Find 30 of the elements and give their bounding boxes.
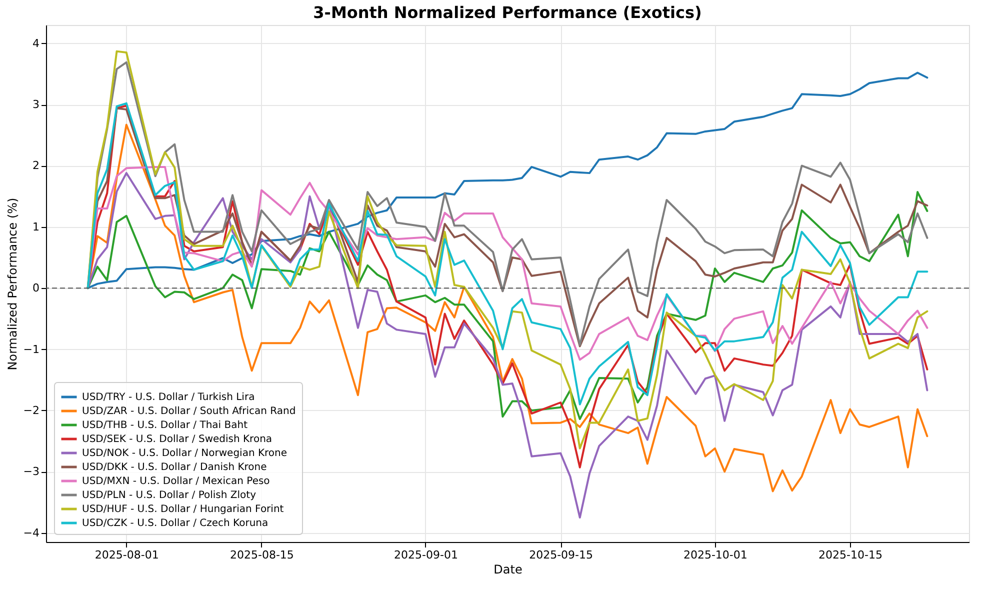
x-tick-label: 2025-09-15 <box>529 548 594 562</box>
x-axis-title: Date <box>494 562 522 576</box>
legend-label: USD/NOK - U.S. Dollar / Norwegian Krone <box>82 448 288 459</box>
legend-label: USD/SEK - U.S. Dollar / Swedish Krona <box>82 434 272 445</box>
y-axis-title: Normalized Performance (%) <box>5 198 20 370</box>
y-tick-label: −3 <box>23 465 40 478</box>
line-series <box>86 72 928 290</box>
x-tick-label: 2025-08-15 <box>230 548 294 562</box>
y-tick-label: −2 <box>23 404 40 417</box>
x-tick-label: 2025-10-01 <box>683 548 748 562</box>
x-tick-label: 2025-09-01 <box>394 548 458 562</box>
line-series <box>86 166 928 361</box>
legend-label: USD/DKK - U.S. Dollar / Danish Krone <box>82 462 267 473</box>
y-tick-label: 1 <box>32 220 40 234</box>
y-tick-label: 3 <box>32 98 40 112</box>
legend-label: USD/ZAR - U.S. Dollar / South African Rand <box>82 406 296 417</box>
y-tick-label: 0 <box>32 282 40 295</box>
chart-title: 3-Month Normalized Performance (Exotics) <box>313 3 702 22</box>
x-tick-label: 2025-08-01 <box>94 548 159 562</box>
legend-label: USD/HUF - U.S. Dollar / Hungarian Forint <box>82 504 284 515</box>
y-tick-label: 4 <box>32 36 40 50</box>
legend-label: USD/MXN - U.S. Dollar / Mexican Peso <box>82 476 270 487</box>
legend-label: USD/TRY - U.S. Dollar / Turkish Lira <box>82 392 255 403</box>
legend-label: USD/CZK - U.S. Dollar / Czech Koruna <box>82 518 268 529</box>
x-tick-label: 2025-10-15 <box>818 548 882 562</box>
y-tick-label: 2 <box>32 159 40 172</box>
y-tick-label: −1 <box>23 342 40 356</box>
y-tick-label: −4 <box>23 526 40 540</box>
legend-label: USD/PLN - U.S. Dollar / Polish Zloty <box>82 490 256 501</box>
legend-label: USD/THB - U.S. Dollar / Thai Baht <box>82 420 248 431</box>
